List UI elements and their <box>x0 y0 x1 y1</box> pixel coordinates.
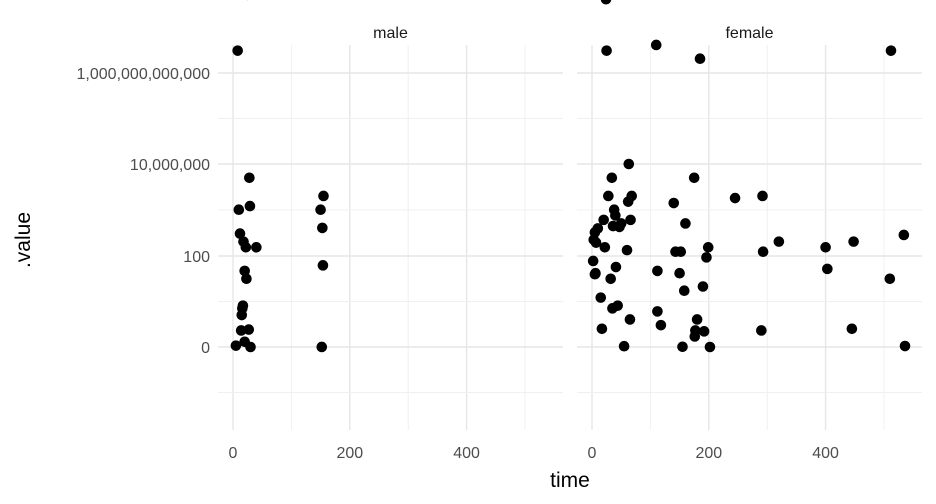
data-point <box>245 341 256 353</box>
axes: 0 100 10,000,000 1,000,000,000,000 time .valu… <box>12 66 590 492</box>
data-point <box>606 172 618 184</box>
data-point <box>688 172 700 184</box>
data-point <box>317 260 329 271</box>
data-point <box>600 0 612 5</box>
panel-male: male 0 200 400 <box>218 0 563 462</box>
data-point <box>697 281 709 292</box>
data-point <box>757 190 768 202</box>
data-point <box>316 341 328 353</box>
data-point <box>592 223 604 234</box>
data-point <box>315 204 326 216</box>
data-point <box>612 300 623 311</box>
data-point <box>618 340 630 352</box>
data-point <box>590 237 602 248</box>
data-point <box>237 300 249 311</box>
x-tick-label: 0 <box>229 445 238 462</box>
facet-label-female: female <box>725 25 773 42</box>
data-point <box>621 244 633 256</box>
data-point <box>251 242 262 253</box>
data-point <box>822 263 833 275</box>
data-point <box>232 45 243 56</box>
data-point <box>884 273 896 285</box>
data-point <box>596 323 608 335</box>
x-tick-label: 400 <box>812 445 839 462</box>
data-point <box>605 273 616 285</box>
data-point <box>615 218 627 229</box>
data-point <box>848 236 859 247</box>
data-point <box>675 246 687 258</box>
data-point <box>233 204 245 216</box>
data-point <box>899 340 911 352</box>
data-point <box>244 200 256 212</box>
data-point <box>610 261 622 273</box>
data-point <box>756 325 767 336</box>
data-point <box>610 210 621 221</box>
data-point <box>652 265 663 277</box>
data-point <box>587 255 599 267</box>
data-point <box>704 341 716 353</box>
data-point <box>678 285 690 297</box>
data-point <box>691 314 703 325</box>
data-point <box>694 53 706 65</box>
data-point <box>623 158 635 170</box>
facet-label-male: male <box>373 25 408 42</box>
data-point <box>757 246 769 258</box>
data-point <box>624 314 636 325</box>
data-point <box>668 197 680 209</box>
data-point <box>655 319 667 331</box>
x-tick-label: 400 <box>453 445 480 462</box>
data-point <box>599 242 611 253</box>
data-point <box>317 222 328 234</box>
data-point <box>702 242 714 253</box>
data-point <box>846 323 858 335</box>
y-tick-label: 0 <box>201 340 210 357</box>
data-point <box>677 341 688 353</box>
data-point <box>898 229 910 241</box>
data-point <box>885 45 897 56</box>
data-point <box>318 190 329 202</box>
y-tick-label: 1,000,000,000,000 <box>77 66 211 83</box>
data-point <box>820 242 831 253</box>
x-tick-label: 200 <box>695 445 722 462</box>
data-point <box>729 192 741 204</box>
data-point <box>652 306 663 317</box>
data-point <box>234 228 246 239</box>
data-point <box>244 172 255 184</box>
data-point <box>601 45 612 56</box>
x-tick-label: 200 <box>336 445 363 462</box>
panel-female: female 0 200 400 <box>577 0 922 462</box>
data-point <box>674 267 685 279</box>
y-axis-title: .value <box>12 212 35 268</box>
data-point <box>595 292 607 303</box>
data-point <box>598 214 609 226</box>
x-axis-title: time <box>550 469 590 492</box>
data-point <box>701 252 712 263</box>
data-point <box>240 242 252 253</box>
x-tick-label: 0 <box>588 445 597 462</box>
data-point <box>603 190 614 202</box>
data-point <box>230 340 242 351</box>
data-point <box>626 190 638 202</box>
data-point <box>625 214 636 226</box>
data-point <box>690 325 701 336</box>
data-point <box>650 39 662 51</box>
data-point <box>680 218 691 229</box>
data-point <box>698 326 710 337</box>
y-tick-label: 10,000,000 <box>130 157 210 174</box>
data-point <box>241 273 252 285</box>
data-point <box>773 236 785 247</box>
y-tick-label: 100 <box>183 249 210 266</box>
data-point <box>243 324 255 335</box>
data-point <box>590 267 601 279</box>
